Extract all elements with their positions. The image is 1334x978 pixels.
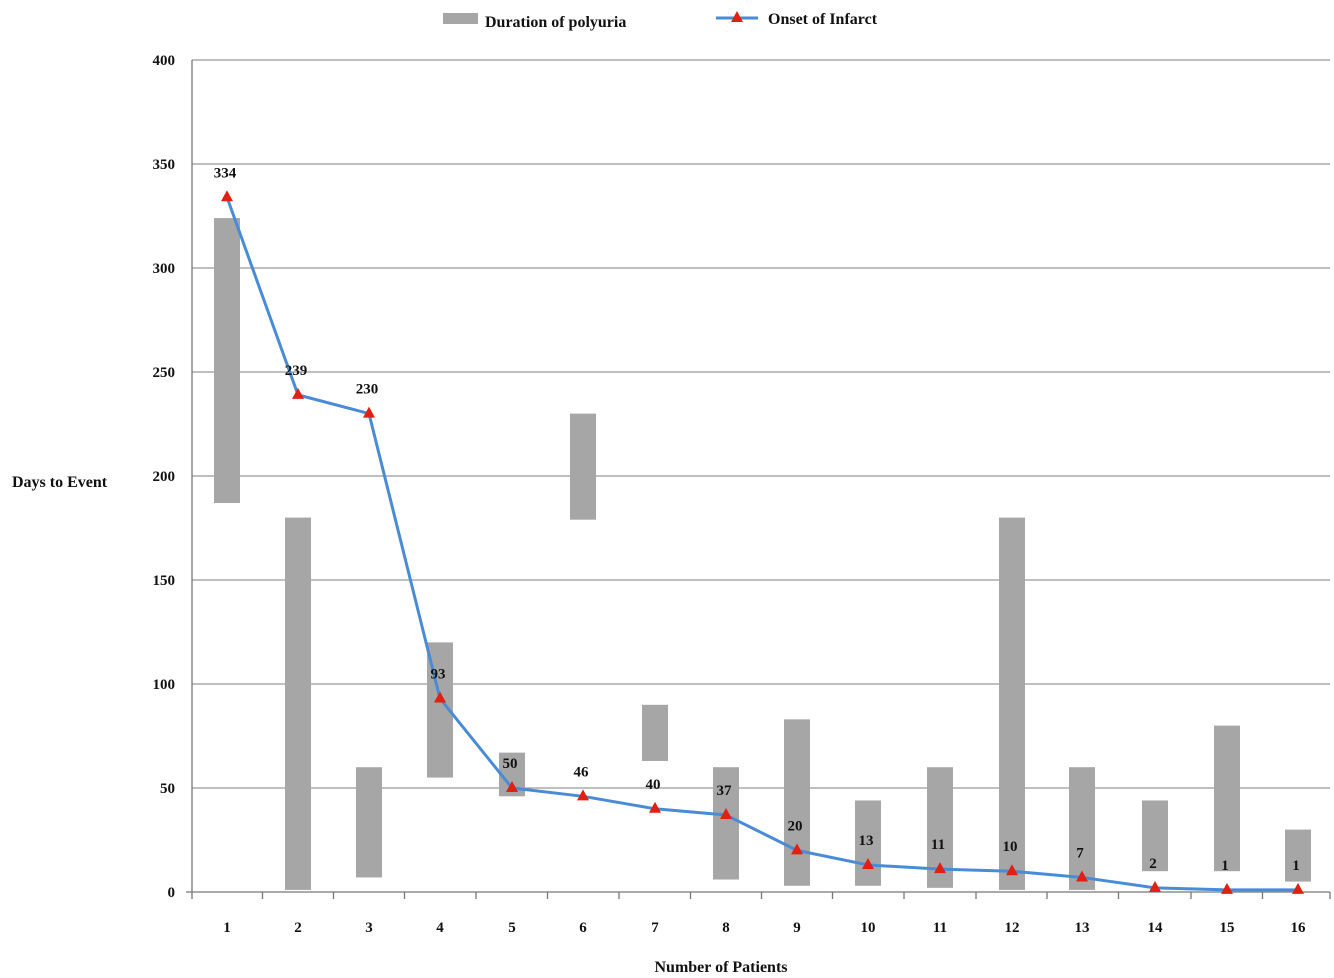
infarct-marker: [1221, 882, 1233, 894]
polyuria-bar: [1285, 829, 1311, 882]
polyuria-bar: [1142, 800, 1168, 872]
x-axis-title: Number of Patients: [654, 959, 787, 976]
infarct-marker: [1006, 864, 1018, 876]
legend: Duration of polyuria Onset of Infarct: [443, 11, 878, 31]
polyuria-bar: [784, 719, 810, 886]
x-tick-label: 15: [1220, 920, 1235, 936]
y-tick-label: 200: [153, 469, 176, 485]
x-tick-label: 9: [793, 920, 801, 936]
polyuria-bar: [713, 767, 739, 880]
polyuria-bar: [570, 413, 596, 520]
infarct-data-label: 1: [1292, 858, 1300, 874]
infarct-marker: [577, 789, 589, 801]
y-tick-label: 150: [153, 573, 176, 589]
bars: [214, 218, 1311, 890]
x-tick-label: 16: [1291, 920, 1307, 936]
infarct-data-label: 1: [1221, 858, 1229, 874]
infarct-data-label: 40: [646, 777, 661, 793]
infarct-data-label: 10: [1003, 839, 1018, 855]
y-tick-label: 400: [153, 53, 176, 69]
legend-label-bar: Duration of polyuria: [485, 14, 626, 31]
y-tick-label: 350: [153, 157, 176, 173]
infarct-data-label: 46: [574, 764, 590, 780]
polyuria-bar: [1214, 725, 1240, 872]
infarct-marker: [791, 843, 803, 855]
x-tick-label: 7: [651, 920, 659, 936]
y-tick-label: 250: [153, 365, 176, 381]
x-tick-label: 6: [579, 920, 587, 936]
y-tick-label: 100: [153, 677, 176, 693]
y-tick-label: 300: [153, 261, 176, 277]
x-tick-label: 1: [223, 920, 231, 936]
infarct-marker: [363, 406, 375, 418]
x-tick-label: 11: [933, 920, 947, 936]
infarct-marker: [649, 801, 661, 813]
infarct-marker: [434, 691, 446, 703]
legend-label-line: Onset of Infarct: [768, 11, 878, 28]
polyuria-bar: [999, 517, 1025, 890]
x-tick-label: 5: [508, 920, 516, 936]
y-axis-title: Days to Event: [12, 474, 108, 491]
infarct-marker: [1292, 882, 1304, 894]
infarct-marker: [934, 862, 946, 874]
infarct-data-label: 334: [214, 165, 237, 181]
infarct-marker: [1149, 880, 1161, 892]
x-tick-label: 14: [1148, 920, 1164, 936]
legend-swatch-bar: [443, 13, 478, 24]
infarct-data-label: 7: [1076, 845, 1084, 861]
infarct-line: [225, 196, 1298, 892]
infarct-data-label: 50: [503, 756, 518, 772]
x-tick-label: 8: [722, 920, 730, 936]
infarct-data-label: 230: [356, 382, 379, 398]
infarct-data-label: 11: [931, 837, 945, 853]
infarct-marker: [720, 808, 732, 820]
x-tick-label: 13: [1075, 920, 1090, 936]
polyuria-bar: [214, 218, 240, 504]
infarct-data-label: 13: [859, 833, 874, 849]
polyuria-bar: [285, 517, 311, 890]
infarct-marker: [292, 387, 304, 399]
legend-swatch-marker: [731, 11, 743, 22]
series-line: [221, 190, 1304, 894]
y-tick-label: 0: [168, 885, 176, 901]
y-tick-label: 50: [160, 781, 175, 797]
infarct-marker: [221, 190, 233, 202]
polyuria-bar: [642, 704, 668, 761]
x-tick-label: 12: [1005, 920, 1020, 936]
infarct-data-label: 20: [788, 818, 803, 834]
infarct-marker: [1076, 870, 1088, 882]
polyuria-bar: [356, 767, 382, 878]
x-tick-label: 4: [436, 920, 444, 936]
x-tick-label: 2: [294, 920, 302, 936]
infarct-marker: [506, 781, 518, 792]
infarct-data-label: 93: [431, 667, 446, 683]
infarct-marker: [862, 857, 874, 869]
infarct-data-label: 2: [1149, 856, 1157, 872]
polyuria-bar: [855, 800, 881, 886]
x-tick-label: 10: [861, 920, 876, 936]
infarct-data-label: 37: [717, 783, 733, 799]
gridlines: [192, 59, 1330, 789]
x-tick-label: 3: [365, 920, 373, 936]
polyuria-bar: [1069, 767, 1095, 890]
infarct-data-label: 239: [285, 363, 308, 379]
